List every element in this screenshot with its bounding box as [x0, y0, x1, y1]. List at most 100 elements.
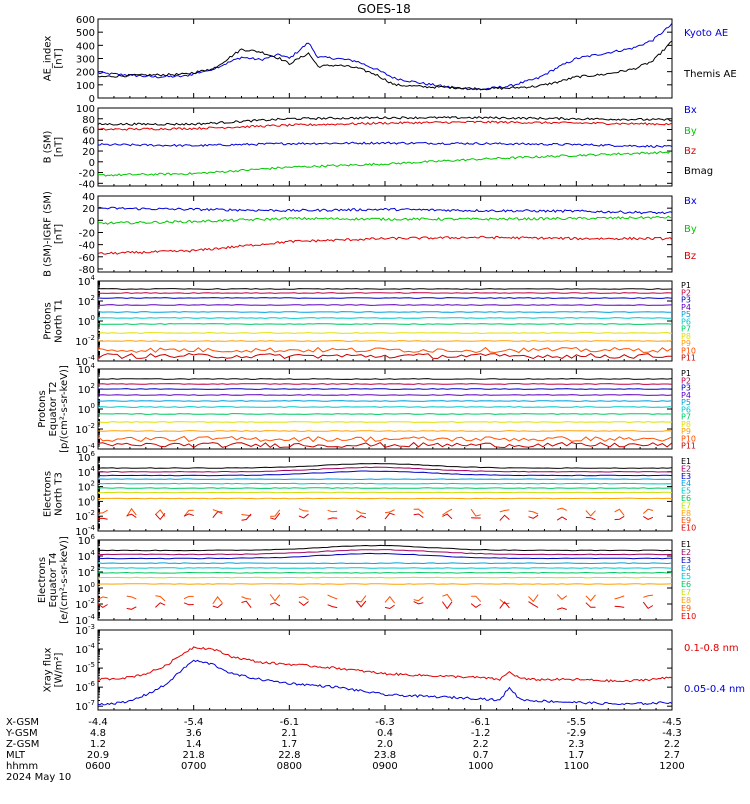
ephemeris-value: 1.7 — [281, 739, 297, 750]
channel-line-E10 — [414, 514, 424, 518]
series-line-bz — [98, 121, 672, 130]
channel-line-E10 — [529, 515, 539, 518]
channel-line-E4 — [98, 563, 672, 564]
channel-line-P2 — [98, 293, 672, 294]
y-axis-label: North T1 — [54, 299, 65, 343]
channel-line-E9 — [586, 511, 596, 516]
y-tick-label: 102 — [78, 294, 95, 308]
y-axis-label: [W/m²] — [54, 652, 65, 687]
y-axis-label: North T3 — [54, 472, 65, 516]
channel-line-E9 — [213, 597, 223, 604]
y-tick-label: -40 — [79, 241, 95, 252]
y-tick-label: 102 — [78, 382, 95, 396]
channel-line-E9 — [270, 595, 280, 601]
legend-label-e10: E10 — [681, 524, 696, 533]
channel-line-E7 — [98, 577, 672, 578]
ephemeris-value: 2.2 — [473, 739, 489, 750]
channel-line-E10 — [529, 602, 539, 608]
y-tick-label: 0 — [89, 158, 95, 169]
ephemeris-value: 0900 — [372, 761, 397, 772]
y-tick-label: 10-3 — [75, 623, 95, 637]
channel-line-P6 — [98, 407, 672, 408]
channel-line-E9 — [615, 596, 625, 599]
legend-label: Bz — [684, 146, 696, 157]
channel-line-E9 — [385, 510, 395, 513]
channel-line-E9 — [356, 511, 366, 514]
y-tick-label: 102 — [78, 480, 95, 494]
y-tick-label: -20 — [79, 169, 95, 180]
y-axis-label: [e/(cm²-s-sr-keV)] — [59, 536, 70, 624]
y-axis-label: [nT] — [54, 48, 65, 68]
channel-line-E10 — [299, 514, 309, 518]
channel-line-E10 — [643, 602, 653, 608]
xray-line — [98, 647, 672, 682]
y-tick-label: 100 — [78, 581, 95, 595]
ephemeris-value: 0700 — [181, 761, 206, 772]
y-tick-label: 200 — [76, 68, 95, 79]
y-axis-label: B (SM) — [43, 130, 54, 163]
channel-line-E10 — [213, 604, 223, 608]
y-tick-label: 10-2 — [75, 334, 95, 348]
channel-line-E10 — [328, 605, 338, 608]
series-line-bmag — [98, 117, 672, 126]
legend-label: Themis AE — [683, 69, 737, 80]
channel-line-E9 — [500, 510, 510, 512]
legend-label: Bz — [684, 251, 696, 262]
ephemeris-row-label: X-GSM — [6, 717, 39, 728]
channel-line-E7 — [98, 492, 672, 493]
ephemeris-value: 23.8 — [374, 750, 396, 761]
channel-line-E10 — [557, 517, 567, 520]
channel-line-E10 — [615, 606, 625, 607]
channel-line-P9 — [98, 431, 672, 432]
channel-line-E5 — [98, 568, 672, 569]
channel-line-E10 — [586, 603, 596, 608]
y-tick-label: 10-2 — [75, 422, 95, 436]
channel-line-E9 — [414, 509, 424, 513]
ephemeris-value: 4.8 — [90, 728, 106, 739]
channel-line-E9 — [127, 596, 137, 599]
y-axis-label: [p/(cm²-s-sr-keV)] — [59, 365, 70, 453]
y-tick-label: 104 — [78, 549, 96, 563]
channel-line-E9 — [643, 509, 653, 513]
y-axis-label: Protons — [37, 390, 48, 427]
channel-line-P10 — [98, 348, 672, 353]
channel-line-E10 — [385, 513, 395, 519]
ephemeris-row-label: MLT — [6, 750, 26, 761]
channel-line-P8 — [98, 333, 672, 334]
channel-line-E10 — [442, 602, 452, 609]
channel-line-E8 — [98, 584, 672, 585]
y-tick-label: 104 — [78, 362, 96, 376]
channel-line-P9 — [98, 341, 672, 342]
channel-line-P2 — [98, 384, 672, 385]
ephemeris-value: -6.1 — [280, 717, 300, 728]
ephemeris-row-label: Z-GSM — [6, 739, 39, 750]
y-tick-label: 100 — [78, 494, 95, 508]
ephemeris-value: 1100 — [564, 761, 589, 772]
channel-line-E9 — [529, 511, 539, 514]
ephemeris-value: 2.0 — [377, 739, 393, 750]
y-tick-label: 10-5 — [75, 661, 95, 675]
ephemeris-value: 1.7 — [568, 750, 584, 761]
channel-line-E9 — [557, 595, 567, 600]
y-tick-label: 106 — [78, 533, 96, 547]
ephemeris-value: 0600 — [85, 761, 110, 772]
y-axis-label: Equator T2 — [48, 382, 59, 437]
legend-label-p11: P11 — [681, 442, 696, 451]
ephemeris-value: 0800 — [277, 761, 302, 772]
ephemeris-value: 2.7 — [664, 750, 680, 761]
channel-line-E4 — [98, 479, 672, 480]
ephemeris-value: 0.7 — [473, 750, 489, 761]
channel-line-E10 — [328, 518, 338, 519]
y-tick-label: 104 — [78, 465, 96, 479]
y-tick-label: 10-2 — [75, 509, 95, 523]
channel-line-E10 — [557, 608, 567, 610]
ephemeris-value: 1200 — [659, 761, 684, 772]
ephemeris-value: 22.8 — [278, 750, 300, 761]
channel-line-E9 — [471, 596, 481, 601]
y-axis-label: Protons — [43, 302, 54, 339]
channel-line-E9 — [586, 595, 596, 601]
channel-line-P8 — [98, 422, 672, 423]
channel-line-P10 — [98, 437, 672, 442]
ephemeris-value: 1.2 — [90, 739, 106, 750]
